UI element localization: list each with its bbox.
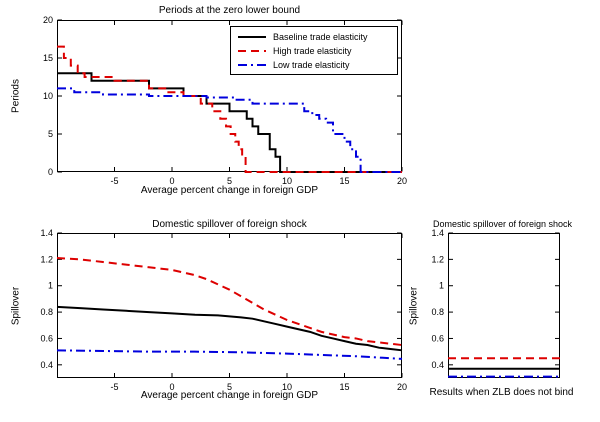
x-tick-label: 0: [169, 176, 174, 186]
series-line-0: [57, 72, 402, 173]
spillover-no-zlb-canvas: 0.4 0.6 0.8 1 1.2 1.4: [431, 228, 560, 378]
legend-line-sample: [238, 35, 266, 38]
axes-box: [448, 233, 560, 378]
y-tick-label: 1.4: [40, 228, 53, 238]
x-tick-label: 5: [227, 382, 232, 392]
zlb-chart-title: Periods at the zero lower bound: [158, 5, 301, 16]
legend-entry: Baseline trade elasticity: [237, 31, 391, 42]
y-tick-label: 1.2: [40, 254, 53, 264]
x-tick-label: 20: [397, 382, 407, 392]
x-tick-label: 10: [282, 176, 292, 186]
legend-line-sample: [238, 49, 266, 52]
no-zlb-y-axis-label: Spillover: [408, 286, 420, 326]
x-tick-label: 15: [339, 382, 349, 392]
y-tick-label: 0.6: [431, 333, 444, 343]
spillover-x-axis-label: Average percent change in foreign GDP: [140, 390, 319, 401]
series-line-0: [56, 305, 403, 352]
series-line-1: [56, 257, 403, 347]
legend-label: High trade elasticity: [273, 45, 352, 56]
spillover-y-axis-label: Spillover: [10, 286, 22, 326]
x-tick-label: 5: [227, 176, 232, 186]
series-line-2: [57, 87, 402, 173]
no-zlb-plot-area: 0.4 0.6 0.8 1 1.2 1.4: [431, 228, 560, 378]
no-zlb-footer-label: Results when ZLB does not bind: [429, 387, 574, 398]
legend-label: Baseline trade elasticity: [273, 31, 368, 42]
legend-entry: Low trade elasticity: [237, 59, 391, 70]
y-tick-label: 0.4: [40, 360, 53, 370]
x-tick-label: -5: [110, 382, 118, 392]
y-tick-label: 10: [43, 91, 53, 101]
zlb-periods-canvas: -5 0 5 10 15 20 0 5 10 15 20: [43, 15, 407, 186]
zlb-x-axis-label: Average percent change in foreign GDP: [140, 185, 319, 196]
x-tick-label: 10: [282, 382, 292, 392]
spillover-plot-area: -5 0 5 10 15 20 0.4 0.6 0.8 1 1.2 1.4: [40, 228, 407, 392]
y-tick-label: 20: [43, 15, 53, 25]
x-tick-label: 20: [397, 176, 407, 186]
legend-entry: High trade elasticity: [237, 45, 391, 56]
y-tick-label: 0.8: [40, 307, 53, 317]
y-tick-label: 15: [43, 53, 53, 63]
spillover-zlb-canvas: -5 0 5 10 15 20 0.4 0.6 0.8 1 1.2 1.4: [40, 228, 407, 392]
y-tick-label: 0.4: [431, 360, 444, 370]
legend: Baseline trade elasticity High trade elas…: [230, 26, 398, 75]
x-tick-label: 15: [339, 176, 349, 186]
y-tick-label: 0.8: [431, 307, 444, 317]
legend-label: Low trade elasticity: [273, 59, 350, 70]
y-tick-label: 1: [48, 281, 53, 291]
no-zlb-chart-title: Domestic spillover of foreign shock: [432, 219, 573, 229]
series-line-2: [56, 349, 403, 360]
zlb-y-axis-label: Periods: [10, 79, 22, 113]
zlb-plot-area: -5 0 5 10 15 20 0 5 10 15 20: [43, 15, 407, 186]
x-tick-label: 0: [169, 382, 174, 392]
series-line-1: [57, 45, 402, 173]
y-tick-label: 1: [439, 281, 444, 291]
y-tick-label: 1.4: [431, 228, 444, 238]
y-tick-label: 0: [48, 167, 53, 177]
x-tick-label: -5: [110, 176, 118, 186]
y-tick-label: 5: [48, 129, 53, 139]
y-tick-label: 0.6: [40, 333, 53, 343]
y-tick-label: 1.2: [431, 254, 444, 264]
spillover-chart-title: Domestic spillover of foreign shock: [152, 219, 307, 230]
legend-line-sample: [238, 63, 266, 66]
